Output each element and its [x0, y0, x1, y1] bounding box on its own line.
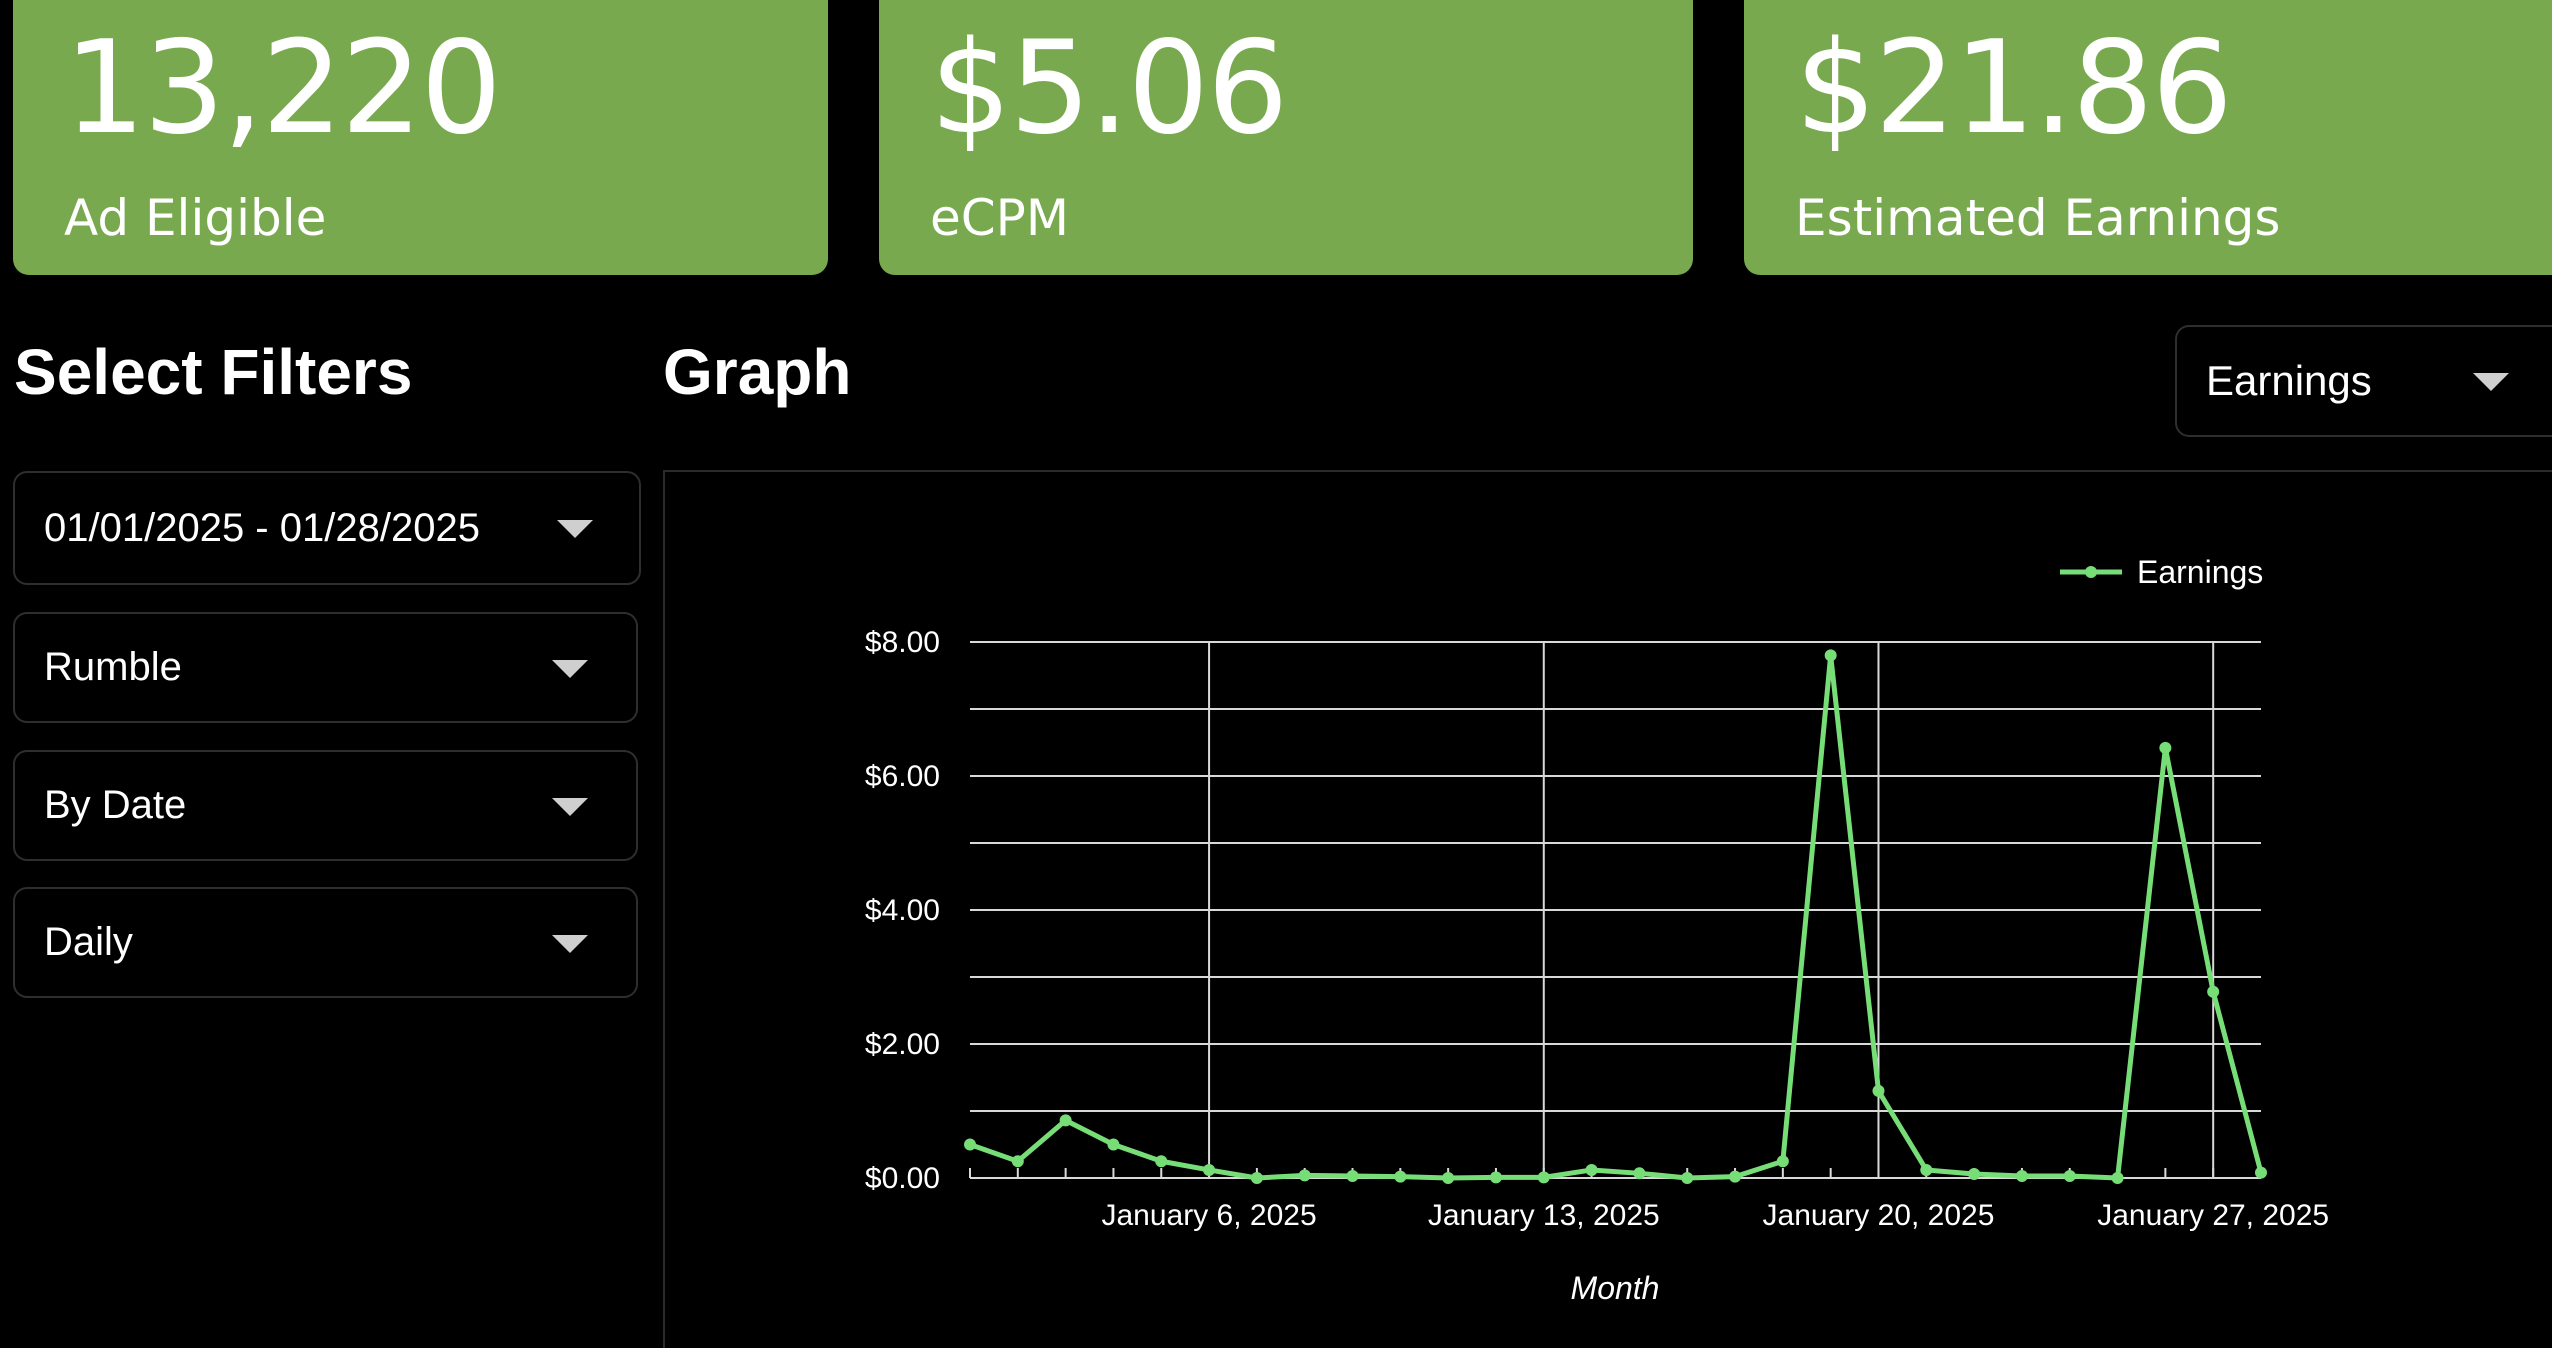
earnings-data-point	[2063, 1169, 2076, 1182]
earnings-data-point	[1537, 1171, 1550, 1184]
interval-value: Daily	[44, 920, 133, 964]
earnings-data-point	[1489, 1171, 1502, 1184]
earnings-data-point	[2255, 1166, 2267, 1179]
earnings-line-chart: $0.00 $2.00 $4.00 $6.00 $8.00 January 6, 2025…	[865, 554, 2329, 1306]
earnings-data-point	[2015, 1169, 2028, 1182]
earnings-data-point	[1155, 1155, 1168, 1168]
estimated-earnings-label: Estimated Earnings	[1795, 189, 2281, 247]
earnings-data-point	[1729, 1170, 1742, 1183]
earnings-data-point	[2111, 1172, 2124, 1184]
interval-select[interactable]: Daily	[13, 887, 638, 998]
chevron-down-icon	[552, 934, 588, 953]
filters-title: Select Filters	[14, 336, 413, 408]
y-tick-label: $2.00	[865, 1028, 940, 1061]
earnings-data-point	[1394, 1170, 1407, 1183]
earnings-data-point	[1442, 1172, 1455, 1184]
grouping-value: By Date	[44, 783, 187, 827]
graph-metric-value: Earnings	[2206, 357, 2372, 404]
ad-eligible-label: Ad Eligible	[64, 189, 327, 247]
y-tick-label: $8.00	[865, 626, 940, 659]
platform-select[interactable]: Rumble	[13, 612, 638, 723]
earnings-data-point	[1011, 1155, 1024, 1168]
y-tick-label: $6.00	[865, 760, 940, 793]
y-tick-label: $4.00	[865, 894, 940, 927]
earnings-data-point	[1872, 1084, 1885, 1097]
earnings-data-point	[2207, 985, 2220, 998]
y-tick-label: $0.00	[865, 1162, 940, 1195]
stat-card-ad-eligible: 13,220 Ad Eligible	[13, 0, 828, 275]
graph-metric-select[interactable]: Earnings	[2175, 325, 2552, 437]
graph-panel: $0.00 $2.00 $4.00 $6.00 $8.00 January 6, 2025…	[663, 470, 2552, 1348]
earnings-data-point	[1298, 1169, 1311, 1182]
x-tick-label: January 13, 2025	[1428, 1199, 1660, 1232]
earnings-data-point	[1203, 1163, 1216, 1176]
platform-value: Rumble	[44, 645, 182, 689]
x-axis-title: Month	[1571, 1270, 1660, 1306]
earnings-data-point	[1059, 1114, 1072, 1127]
chevron-down-icon	[552, 659, 588, 678]
x-tick-label: January 20, 2025	[1763, 1199, 1995, 1232]
date-range-value: 01/01/2025 - 01/28/2025	[44, 505, 480, 550]
x-tick-label: January 6, 2025	[1101, 1199, 1316, 1232]
chevron-down-icon	[552, 797, 588, 816]
graph-title: Graph	[663, 336, 852, 408]
earnings-data-point	[1824, 649, 1837, 662]
stat-card-estimated-earnings: $21.86 Estimated Earnings	[1744, 0, 2552, 275]
earnings-data-point	[1633, 1167, 1646, 1180]
earnings-data-point	[1250, 1172, 1263, 1184]
earnings-data-point	[1346, 1169, 1359, 1182]
ecpm-label: eCPM	[930, 189, 1069, 247]
earnings-data-point	[1107, 1138, 1120, 1151]
x-tick-label: January 27, 2025	[2097, 1199, 2329, 1232]
chevron-down-icon	[557, 520, 593, 538]
estimated-earnings-value: $21.86	[1795, 14, 2233, 163]
earnings-series-line	[969, 652, 2264, 1181]
legend-marker	[2085, 566, 2097, 578]
grouping-select[interactable]: By Date	[13, 750, 638, 861]
earnings-data-point	[1585, 1163, 1598, 1176]
ad-eligible-value: 13,220	[64, 14, 502, 163]
earnings-data-point	[1776, 1155, 1789, 1168]
date-range-select[interactable]: 01/01/2025 - 01/28/2025	[13, 471, 641, 585]
earnings-data-point	[964, 1138, 976, 1151]
earnings-data-point	[1681, 1172, 1694, 1184]
earnings-data-point	[1920, 1163, 1933, 1176]
chevron-down-icon	[2473, 373, 2509, 391]
legend-label: Earnings	[2137, 554, 2263, 590]
ecpm-value: $5.06	[930, 14, 1288, 163]
earnings-data-point	[2159, 741, 2172, 754]
earnings-data-point	[1968, 1167, 1981, 1180]
stat-card-ecpm: $5.06 eCPM	[879, 0, 1693, 275]
